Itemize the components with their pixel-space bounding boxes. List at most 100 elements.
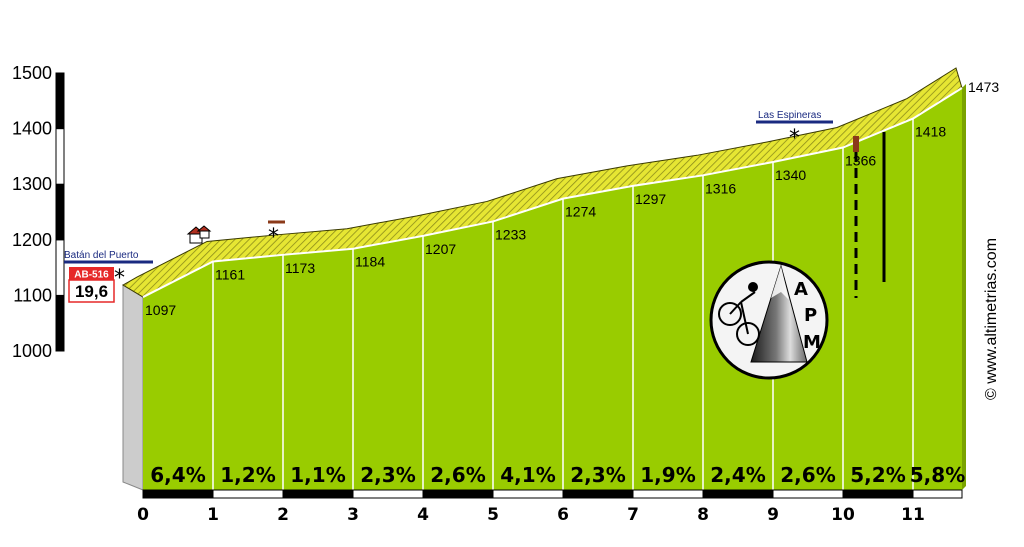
km-bar-segment: [492, 489, 564, 499]
km-bar-segment: [212, 489, 284, 499]
km-bar-segment: [632, 489, 704, 499]
km-bar-segment: [422, 489, 494, 499]
elevation-label: 1340: [775, 167, 806, 183]
y-tick-label: 1100: [13, 285, 52, 305]
gradient-label: 1,2%: [220, 463, 275, 487]
gradient-label: 1,9%: [640, 463, 695, 487]
elevation-label: 1207: [425, 241, 456, 257]
road-sign-km-text: 19,6: [75, 282, 108, 301]
gradient-label: 2,6%: [430, 463, 485, 487]
mountain-icon: [750, 264, 808, 363]
y-tick-label: 1500: [12, 63, 52, 83]
elevation-label: 1418: [915, 124, 946, 140]
elevation-label: 1274: [565, 204, 596, 220]
y-axis: 1000 1100 1200 1300 1400 1500: [12, 63, 65, 361]
profile-segment: [143, 261, 213, 490]
gradient-label: 1,1%: [290, 463, 345, 487]
x-tick-label: 3: [347, 505, 359, 525]
elevation-label: 1161: [215, 266, 245, 282]
x-axis-ticks: 0 1 2 3 4 5 6 7 8 9 10 11: [137, 505, 925, 525]
star-icon: *: [789, 126, 800, 151]
elevation-labels: 1097 1161 1173 1184 1207 1233 1274 1297 1316 1340…: [145, 124, 946, 318]
profile-left-face: [122, 284, 144, 491]
profile-segment: [563, 185, 633, 491]
km-bar: [142, 489, 963, 499]
start-star-icon: *: [114, 266, 125, 291]
y-axis-band: [55, 72, 65, 130]
profile-segment: [633, 175, 703, 490]
x-tick-label: 2: [277, 505, 289, 525]
gradient-label: 2,4%: [710, 463, 765, 487]
elevation-label: 1097: [145, 302, 176, 318]
gradient-label: 2,3%: [360, 463, 415, 487]
x-tick-label: 1: [207, 505, 219, 525]
x-tick-label: 9: [767, 505, 779, 525]
profile-right-face: [962, 84, 966, 491]
profile-segment: [493, 198, 563, 490]
profile-segment: [213, 254, 283, 490]
gradient-labels: 6,4% 1,2% 1,1% 2,3% 2,6% 4,1% 2,3% 1,9% 2,4% 2,6%…: [150, 463, 965, 487]
profile-segment: [423, 221, 493, 490]
credit-text: © www.altimetrias.com: [983, 238, 1000, 400]
y-axis-band: [55, 183, 65, 241]
km-bar-segment: [562, 489, 634, 499]
x-tick-label: 6: [557, 505, 569, 525]
x-tick-label: 8: [697, 505, 709, 525]
road-sign-code: [69, 267, 114, 280]
elevation-label: 1173: [285, 260, 315, 276]
x-tick-label: 5: [487, 505, 499, 525]
elevation-label: 1316: [705, 180, 736, 196]
logo-letter-p: P: [804, 305, 817, 326]
mid-annotation: Las Espineras *: [756, 110, 833, 151]
gradient-label: 2,6%: [780, 463, 835, 487]
y-axis-band: [55, 239, 65, 296]
start-place-label: Batán del Puerto: [64, 250, 139, 261]
fountain-marker: *: [268, 220, 285, 250]
elevation-label: 1366: [845, 153, 876, 169]
cyclist-icon: [718, 282, 760, 346]
house-icon: [186, 225, 212, 244]
y-tick-label: 1400: [12, 119, 52, 139]
x-tick-label: 10: [831, 505, 855, 525]
gradient-label: 5,8%: [910, 463, 965, 487]
star-icon: *: [268, 225, 279, 250]
x-tick-label: 7: [627, 505, 639, 525]
profile-segment: [353, 235, 423, 490]
profile-left-side: [122, 284, 144, 491]
elevation-label: 1297: [635, 191, 666, 207]
gradient-label: 5,2%: [850, 463, 905, 487]
km-bar-segment: [842, 489, 914, 499]
logo-letter-m: M: [803, 332, 821, 353]
x-tick-label: 0: [137, 505, 149, 525]
start-annotation: Batán del Puerto AB-516 19,6 *: [64, 250, 153, 303]
km-bar-segment: [912, 489, 963, 499]
y-tick-label: 1200: [12, 230, 52, 250]
km-bar-segment: [702, 489, 774, 499]
gradient-label: 2,3%: [570, 463, 625, 487]
y-axis-band: [55, 128, 65, 185]
km-bar-segment: [352, 489, 424, 499]
logo-letter-a: A: [794, 279, 808, 300]
y-axis-band: [55, 294, 65, 352]
km-bar-segment: [772, 489, 844, 499]
pass-marker: [853, 132, 886, 298]
mid-place-label: Las Espineras: [758, 110, 821, 121]
road-sign-km: [68, 279, 115, 303]
brown-flag-icon: [853, 136, 859, 152]
km-bar-segment: [142, 489, 214, 499]
elevation-label: 1233: [495, 226, 526, 242]
road-sign-code-text: AB-516: [74, 270, 109, 281]
profile-segment: [283, 248, 353, 490]
km-bar-segment: [282, 489, 354, 499]
profile-segment: [843, 118, 913, 490]
y-tick-label: 1300: [12, 174, 52, 194]
apm-logo: A P M: [709, 260, 829, 380]
gradient-label: 4,1%: [500, 463, 555, 487]
elevation-label: 1184: [355, 254, 385, 270]
x-tick-label: 4: [417, 505, 429, 525]
x-tick-label: 11: [901, 505, 925, 525]
gradient-label: 6,4%: [150, 463, 205, 487]
profile-segment: [913, 88, 962, 491]
y-tick-label: 1000: [12, 341, 52, 361]
